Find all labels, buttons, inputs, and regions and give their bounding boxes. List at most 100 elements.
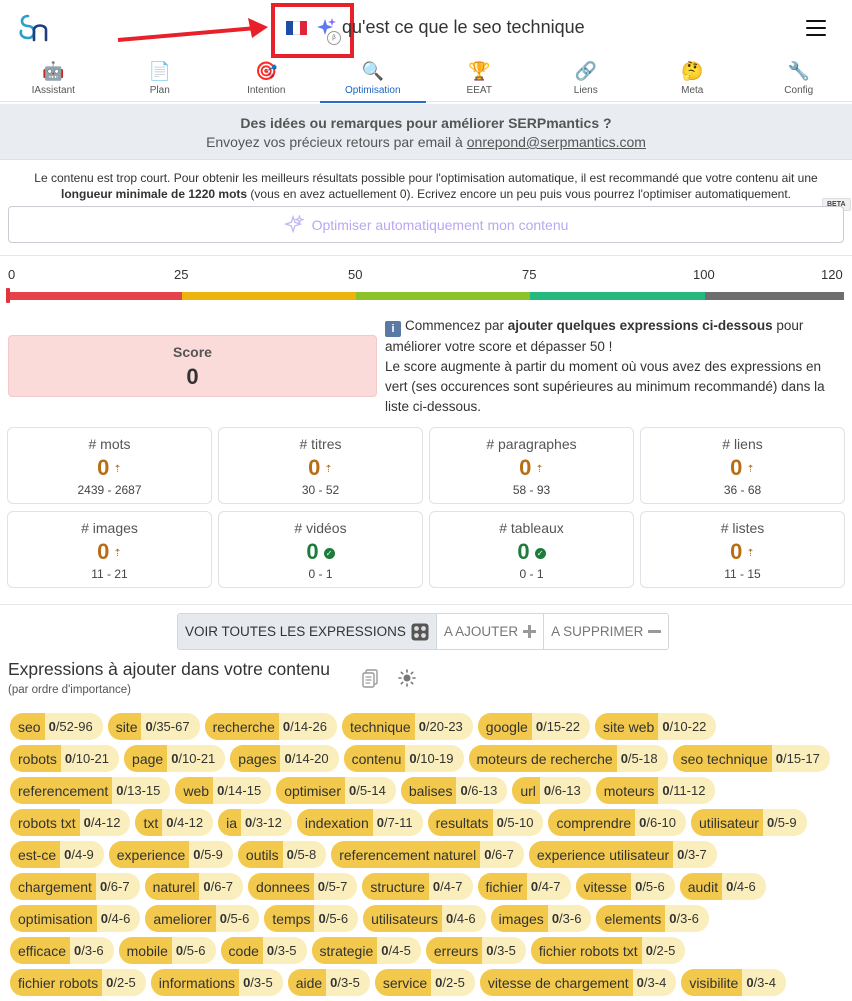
ai-sparkle-icon[interactable] bbox=[315, 17, 337, 39]
expression-chip[interactable]: resultats 0/5-10 bbox=[427, 809, 544, 836]
expression-count: 0/15-17 bbox=[771, 745, 830, 772]
expression-chip[interactable]: visibilite 0/3-4 bbox=[681, 969, 786, 996]
expression-name: seo bbox=[10, 713, 45, 740]
expression-count: 0/3-6 bbox=[665, 905, 709, 932]
expression-chip[interactable]: strategie 0/4-5 bbox=[311, 937, 421, 964]
expression-chip[interactable]: structure 0/4-7 bbox=[362, 873, 473, 900]
expression-chip[interactable]: moteurs de recherche 0/5-18 bbox=[468, 745, 668, 772]
expression-chip[interactable]: experience utilisateur 0/3-7 bbox=[528, 841, 717, 868]
expression-chip[interactable]: utilisateur 0/5-9 bbox=[691, 809, 807, 836]
expression-target: /4-6 bbox=[453, 911, 476, 926]
expression-chip[interactable]: naturel 0/6-7 bbox=[144, 873, 244, 900]
expression-chip[interactable]: site 0/35-67 bbox=[107, 713, 200, 740]
expression-name: images bbox=[490, 905, 548, 932]
tab-plan[interactable]: 📄 Plan bbox=[107, 58, 214, 102]
sun-icon[interactable] bbox=[398, 669, 416, 687]
expression-chip[interactable]: fichier 0/4-7 bbox=[477, 873, 571, 900]
expression-chip[interactable]: vitesse 0/5-6 bbox=[575, 873, 675, 900]
expression-chip[interactable]: outils 0/5-8 bbox=[237, 841, 327, 868]
expression-chip[interactable]: seo 0/52-96 bbox=[10, 713, 103, 740]
filter-all-button[interactable]: VOIR TOUTES LES EXPRESSIONS bbox=[178, 614, 437, 649]
expression-chip[interactable]: service 0/2-5 bbox=[374, 969, 475, 996]
expression-name: fichier bbox=[477, 873, 527, 900]
expression-chip[interactable]: fichier robots 0/2-5 bbox=[10, 969, 146, 996]
expression-current: 0 bbox=[409, 751, 417, 766]
expression-row: optimisation 0/4-6 ameliorer 0/5-6 temps 0/5-… bbox=[10, 905, 846, 932]
expression-chip[interactable]: pages 0/14-20 bbox=[230, 745, 339, 772]
expression-chip[interactable]: referencement 0/13-15 bbox=[10, 777, 171, 804]
arrow-up-icon: ⇡ bbox=[113, 548, 122, 559]
menu-line bbox=[806, 20, 826, 22]
hamburger-menu-icon[interactable] bbox=[806, 20, 826, 36]
expression-chip[interactable]: erreurs 0/3-5 bbox=[425, 937, 526, 964]
highlight-box-annotation bbox=[271, 3, 354, 58]
expression-row: chargement 0/6-7 naturel 0/6-7 donnees 0/5-7 s… bbox=[10, 873, 846, 900]
expression-name: experience bbox=[108, 841, 190, 868]
expression-chip[interactable]: ameliorer 0/5-6 bbox=[145, 905, 260, 932]
expression-chip[interactable]: donnees 0/5-7 bbox=[248, 873, 358, 900]
expression-chip[interactable]: experience 0/5-9 bbox=[108, 841, 233, 868]
expression-target: /5-9 bbox=[200, 847, 223, 862]
metric-card-liens: # liens 0 ⇡ 36 - 68 bbox=[640, 427, 845, 504]
expression-chip[interactable]: code 0/3-5 bbox=[220, 937, 307, 964]
expression-chip[interactable]: utilisateurs 0/4-6 bbox=[363, 905, 486, 932]
expression-chip[interactable]: temps 0/5-6 bbox=[264, 905, 359, 932]
expression-name: donnees bbox=[248, 873, 314, 900]
tab-liens[interactable]: 🔗 Liens bbox=[533, 58, 640, 102]
expression-chip[interactable]: optimisation 0/4-6 bbox=[10, 905, 141, 932]
expression-chip[interactable]: balises 0/6-13 bbox=[400, 777, 508, 804]
expression-chip[interactable]: elements 0/3-6 bbox=[596, 905, 709, 932]
expression-chip[interactable]: indexation 0/7-11 bbox=[296, 809, 423, 836]
expression-target: /3-7 bbox=[684, 847, 707, 862]
tab-eeat[interactable]: 🏆 EEAT bbox=[426, 58, 533, 102]
metric-value: 0 ⇡ bbox=[641, 539, 844, 565]
expression-chip[interactable]: vitesse de chargement 0/3-4 bbox=[479, 969, 677, 996]
expression-chip[interactable]: seo technique 0/15-17 bbox=[672, 745, 830, 772]
auto-optimize-button[interactable]: Optimiser automatiquement mon contenu bbox=[8, 206, 844, 243]
expression-name: referencement naturel bbox=[331, 841, 481, 868]
expression-chip[interactable]: informations 0/3-5 bbox=[150, 969, 283, 996]
expression-chip[interactable]: aide 0/3-5 bbox=[287, 969, 370, 996]
expression-chip[interactable]: google 0/15-22 bbox=[477, 713, 590, 740]
expression-chip[interactable]: robots txt 0/4-12 bbox=[10, 809, 131, 836]
expression-chip[interactable]: url 0/6-13 bbox=[512, 777, 591, 804]
expression-chip[interactable]: efficace 0/3-6 bbox=[10, 937, 114, 964]
expression-chip[interactable]: referencement naturel 0/6-7 bbox=[331, 841, 524, 868]
feedback-email-link[interactable]: onrepond@serpmantics.com bbox=[466, 134, 646, 150]
expression-chip[interactable]: page 0/10-21 bbox=[124, 745, 226, 772]
expression-chip[interactable]: audit 0/4-6 bbox=[679, 873, 766, 900]
expression-chip[interactable]: moteurs 0/11-12 bbox=[595, 777, 716, 804]
expression-chip[interactable]: est-ce 0/4-9 bbox=[10, 841, 104, 868]
expression-chip[interactable]: robots 0/10-21 bbox=[10, 745, 120, 772]
tab-config[interactable]: 🔧 Config bbox=[746, 58, 852, 102]
serpmantics-logo[interactable] bbox=[14, 10, 52, 46]
expression-chip[interactable]: chargement 0/6-7 bbox=[10, 873, 140, 900]
filter-add-button[interactable]: A AJOUTER bbox=[436, 614, 545, 649]
expression-name: robots bbox=[10, 745, 61, 772]
expression-name: fichier robots bbox=[10, 969, 103, 996]
expression-chip[interactable]: recherche 0/14-26 bbox=[204, 713, 337, 740]
expression-chip[interactable]: ia 0/3-12 bbox=[218, 809, 292, 836]
tab-intention[interactable]: 🎯 Intention bbox=[213, 58, 320, 102]
expression-target: /3-6 bbox=[81, 943, 104, 958]
french-flag-icon[interactable] bbox=[286, 21, 307, 35]
expression-chip[interactable]: contenu 0/10-19 bbox=[343, 745, 464, 772]
expression-chip[interactable]: images 0/3-6 bbox=[490, 905, 592, 932]
expression-target: /3-6 bbox=[676, 911, 699, 926]
expression-chip[interactable]: fichier robots txt 0/2-5 bbox=[530, 937, 686, 964]
info-text-line2: Le score augmente à partir du moment où … bbox=[385, 359, 825, 414]
expression-current: 0 bbox=[219, 911, 227, 926]
tab-iassistant[interactable]: 🤖 IAssistant bbox=[0, 58, 107, 102]
expression-chip[interactable]: site web 0/10-22 bbox=[594, 713, 717, 740]
tab-optimisation[interactable]: 🔍 Optimisation bbox=[319, 58, 427, 103]
expression-chip[interactable]: txt 0/4-12 bbox=[135, 809, 214, 836]
expression-chip[interactable]: web 0/14-15 bbox=[175, 777, 272, 804]
expression-chip[interactable]: comprendre 0/6-10 bbox=[548, 809, 687, 836]
filter-remove-button[interactable]: A SUPPRIMER bbox=[544, 614, 669, 649]
expression-chip[interactable]: optimiser 0/5-14 bbox=[276, 777, 396, 804]
tab-meta[interactable]: 🤔 Meta bbox=[639, 58, 746, 102]
expression-count: 0/5-9 bbox=[762, 809, 807, 836]
expression-chip[interactable]: mobile 0/5-6 bbox=[118, 937, 216, 964]
expression-chip[interactable]: technique 0/20-23 bbox=[341, 713, 473, 740]
copy-icon[interactable] bbox=[361, 669, 379, 689]
